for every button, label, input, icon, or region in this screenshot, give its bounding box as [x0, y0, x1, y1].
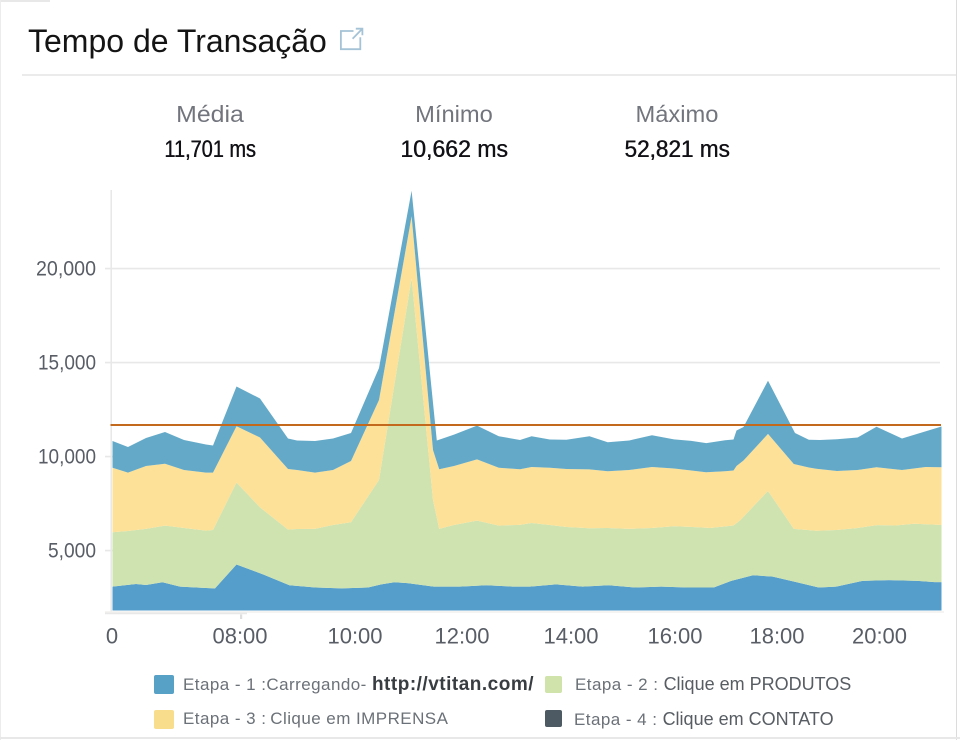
svg-text:18:00: 18:00 [749, 624, 804, 649]
svg-text:10:00: 10:00 [327, 624, 382, 649]
svg-text:12:00: 12:00 [434, 624, 489, 649]
svg-text:08:00: 08:00 [212, 624, 267, 649]
svg-text:16:00: 16:00 [647, 624, 702, 649]
svg-text:0: 0 [106, 624, 118, 649]
svg-text:10,000: 10,000 [38, 445, 96, 468]
svg-text:5,000: 5,000 [48, 539, 96, 562]
svg-text:14:00: 14:00 [543, 624, 598, 649]
svg-text:20,000: 20,000 [36, 257, 96, 280]
svg-text:20:00: 20:00 [852, 624, 907, 649]
svg-text:15,000: 15,000 [38, 351, 96, 374]
